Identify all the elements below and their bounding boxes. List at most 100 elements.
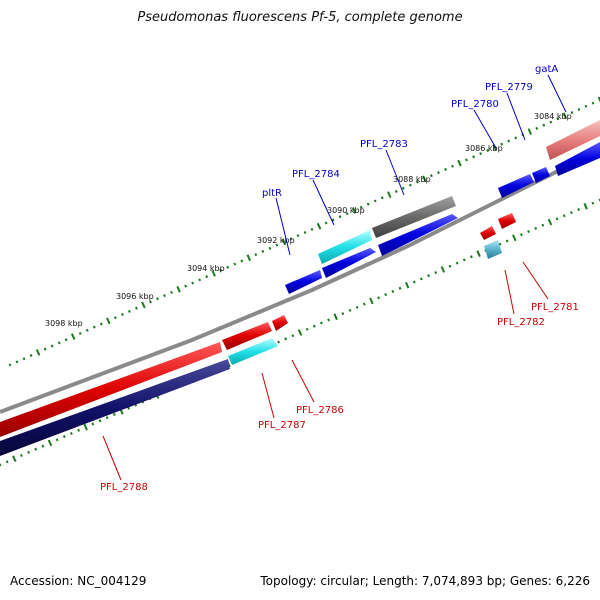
outer-tick-mark bbox=[408, 183, 412, 187]
tick-label-3084: 3084 kbp bbox=[534, 112, 572, 121]
gene-PFL_2782-stack[interactable] bbox=[484, 240, 502, 259]
inner-tick-mark bbox=[341, 312, 345, 316]
outer-tick-mark bbox=[268, 246, 272, 250]
gene-PFL_2779-arrow[interactable] bbox=[532, 167, 550, 183]
gene-PFL_2781-arrow[interactable] bbox=[498, 213, 516, 229]
tick-label-3094: 3094 kbp bbox=[187, 264, 225, 273]
gene-label-PFL_2783[interactable]: PFL_2783 bbox=[360, 139, 408, 150]
outer-tick-mark bbox=[184, 284, 188, 288]
gene-PFL_2784-arrow[interactable] bbox=[318, 230, 372, 264]
gene-PFL_2788-shadow bbox=[0, 359, 230, 456]
outer-tick-mark bbox=[394, 189, 398, 194]
inner-tick-mark bbox=[569, 211, 573, 215]
outer-tick-mark bbox=[233, 262, 237, 266]
outer-tick-mark bbox=[331, 218, 335, 222]
gene-pltR-arrow[interactable] bbox=[285, 270, 322, 294]
outer-tick-mark bbox=[345, 212, 349, 216]
outer-tick-mark bbox=[43, 347, 47, 351]
tick-label-3090: 3090 kbp bbox=[327, 206, 365, 215]
inner-tick-mark bbox=[297, 329, 303, 336]
gene-PFL_2787-arrow[interactable] bbox=[222, 322, 272, 350]
gene-label-PFL_2786[interactable]: PFL_2786 bbox=[296, 405, 344, 416]
inner-tick-mark bbox=[333, 313, 338, 321]
outer-tick-mark bbox=[198, 278, 202, 282]
inner-tick-mark bbox=[591, 201, 595, 205]
inner-tick-mark bbox=[312, 324, 316, 328]
outer-tick-mark bbox=[507, 139, 511, 143]
outer-tick-mark bbox=[303, 230, 307, 235]
outer-tick-mark bbox=[134, 306, 138, 310]
outer-tick-mark bbox=[127, 309, 131, 313]
outer-tick-mark bbox=[70, 333, 76, 340]
inner-tick-mark bbox=[62, 435, 66, 439]
gene-gatA-arrow[interactable] bbox=[546, 120, 600, 160]
gene-label-PFL_2779[interactable]: PFL_2779 bbox=[485, 82, 533, 93]
inner-tick-mark bbox=[277, 340, 281, 344]
inner-tick-mark bbox=[462, 258, 466, 262]
gene-PFL_2788-arrow[interactable] bbox=[0, 342, 222, 437]
inner-tick-mark bbox=[512, 234, 517, 242]
inner-tick-mark bbox=[384, 293, 388, 297]
inner-tick-mark bbox=[27, 450, 31, 454]
gene-PFL_2780-arrow[interactable] bbox=[498, 174, 534, 198]
inner-tick-mark bbox=[391, 290, 395, 293]
gene-label-PFL_2788[interactable]: PFL_2788 bbox=[100, 482, 148, 493]
outer-tick-ring bbox=[8, 96, 600, 367]
outer-tick-mark bbox=[514, 136, 518, 140]
gene-PFL_2783-blue-arrow[interactable] bbox=[378, 214, 458, 256]
outer-tick-mark bbox=[380, 196, 384, 200]
outer-tick-mark bbox=[577, 107, 581, 112]
inner-tick-mark bbox=[284, 337, 288, 341]
gene-PFL_2787-cyan-arrow[interactable] bbox=[228, 338, 278, 365]
outer-tick-mark bbox=[556, 117, 560, 121]
inner-tick-mark bbox=[498, 242, 502, 246]
inner-tick-mark bbox=[369, 297, 374, 305]
inner-tick-mark bbox=[105, 416, 109, 420]
inner-tick-mark bbox=[440, 266, 446, 273]
gene-label-PFL_2784[interactable]: PFL_2784 bbox=[292, 169, 340, 180]
gene-label-PFL_2781[interactable]: PFL_2781 bbox=[531, 302, 579, 313]
outer-tick-mark bbox=[99, 322, 103, 326]
gene-PFL_2782-arrow[interactable] bbox=[480, 226, 496, 240]
outer-tick-mark bbox=[444, 167, 447, 171]
outer-tick-mark bbox=[15, 360, 19, 364]
inner-tick-mark bbox=[427, 274, 431, 278]
outer-tick-mark bbox=[8, 363, 12, 367]
gene-PFL_2783-arrow[interactable] bbox=[372, 196, 456, 238]
inner-tick-mark bbox=[562, 214, 566, 218]
gene-label-pltR[interactable]: pltR bbox=[262, 188, 282, 199]
outer-tick-mark bbox=[141, 301, 146, 309]
gene-label-PFL_2787[interactable]: PFL_2787 bbox=[258, 420, 306, 431]
genome-summary: Topology: circular; Length: 7,074,893 bp… bbox=[260, 574, 590, 588]
outer-tick-mark bbox=[535, 126, 539, 130]
reverse-gene-labels: PFL_2781 PFL_2782 PFL_2786 PFL_2787 PFL_… bbox=[100, 302, 579, 493]
inner-tick-mark bbox=[12, 455, 17, 463]
gene-gatA-blue-arrow[interactable] bbox=[555, 142, 600, 176]
outer-tick-mark bbox=[296, 234, 300, 238]
outer-tick-mark bbox=[275, 243, 279, 247]
inner-tick-mark bbox=[534, 226, 538, 230]
outer-tick-mark bbox=[316, 222, 322, 230]
inner-tick-mark bbox=[434, 271, 438, 275]
genome-backbone bbox=[0, 147, 600, 414]
outer-tick-mark bbox=[22, 357, 26, 361]
gene-label-gatA[interactable]: gatA bbox=[535, 64, 558, 75]
inner-tick-mark bbox=[348, 308, 352, 312]
gene-label-PFL_2782[interactable]: PFL_2782 bbox=[497, 317, 545, 328]
outer-tick-mark bbox=[366, 202, 370, 206]
inner-tick-mark bbox=[83, 423, 88, 431]
outer-tick-mark bbox=[437, 171, 440, 175]
page-title: Pseudomonas fluorescens Pf-5, complete g… bbox=[137, 10, 463, 25]
inner-tick-mark bbox=[398, 286, 402, 290]
accession-label: Accession: NC_004129 bbox=[10, 574, 147, 588]
inner-tick-mark bbox=[0, 463, 2, 467]
inner-tick-mark bbox=[547, 218, 553, 226]
outer-tick-mark bbox=[542, 123, 546, 127]
gene-PFL_2784-blue-arrow[interactable] bbox=[322, 248, 376, 278]
gene-PFL_2786-arrow[interactable] bbox=[272, 315, 288, 331]
gene-label-PFL_2780[interactable]: PFL_2780 bbox=[451, 99, 499, 110]
outer-tick-mark bbox=[486, 148, 490, 153]
tick-label-3088: 3088 kbp bbox=[393, 175, 431, 184]
outer-tick-mark bbox=[457, 159, 462, 167]
